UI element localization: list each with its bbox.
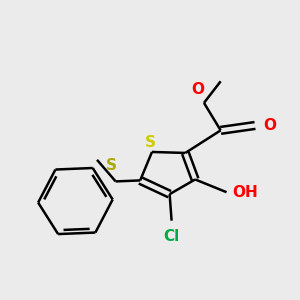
Text: S: S (145, 135, 155, 150)
Text: Cl: Cl (164, 229, 180, 244)
Text: OH: OH (232, 185, 258, 200)
Text: S: S (106, 158, 117, 172)
Text: O: O (263, 118, 276, 133)
Text: O: O (192, 82, 205, 97)
